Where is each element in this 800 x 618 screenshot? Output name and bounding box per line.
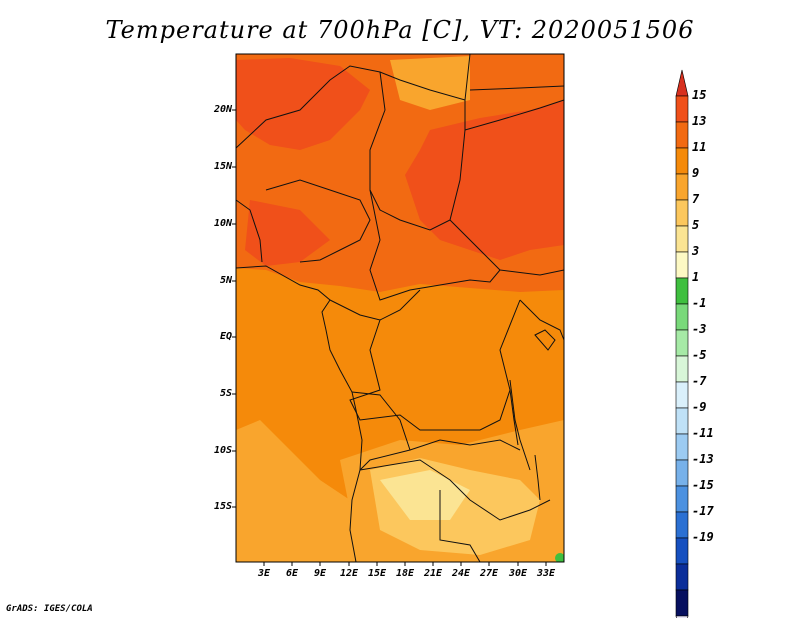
colorbar-segment [675, 251, 689, 279]
colorbar-arrow-top [675, 69, 689, 97]
border-lakes [509, 379, 531, 471]
colorbar-segment [675, 459, 689, 487]
colorbar-label: -19 [692, 530, 714, 544]
colorbar [675, 69, 689, 618]
colorbar-segment [675, 433, 689, 461]
colorbar-label: 5 [692, 218, 700, 232]
colorbar-label: 11 [692, 140, 707, 154]
lon-label-9E: 9E [313, 568, 327, 579]
chart-title: Temperature at 700hPa [C], VT: 202005150… [105, 16, 695, 44]
colorbar-segment [675, 563, 689, 591]
lat-label-15S: 15S [213, 501, 232, 512]
colorbar-segment [675, 355, 689, 383]
lon-label-24E: 24E [451, 568, 471, 579]
border-north [235, 53, 471, 149]
borders [235, 53, 565, 563]
colorbar-segment [675, 95, 689, 123]
plot-frame [235, 53, 565, 563]
colorbar-segment [675, 277, 689, 305]
band-7-sw [236, 420, 360, 562]
colorbar-label: -3 [692, 322, 707, 336]
border-south [359, 459, 551, 521]
lat-label-20N: 20N [213, 104, 232, 115]
lake-malawi [534, 454, 541, 501]
border-sudan [464, 99, 565, 131]
band-3-south [380, 470, 470, 520]
lon-label-33E: 33E [536, 568, 556, 579]
colorbar-segment [675, 407, 689, 435]
border-west [235, 199, 263, 263]
lon-label-12E: 12E [339, 568, 359, 579]
lat-label-EQ: EQ [219, 331, 232, 342]
border-east [499, 269, 565, 276]
colorbar-label: 7 [692, 192, 700, 206]
colorbar-label: 15 [692, 88, 707, 102]
colorbar-label: 3 [692, 244, 700, 258]
lat-label-10N: 10N [213, 218, 232, 229]
colorbar-segment [675, 121, 689, 149]
lake-tanganyika [509, 389, 519, 446]
colorbar-segment [675, 147, 689, 175]
colorbar-segment [675, 485, 689, 513]
band-13-east [405, 100, 564, 260]
colorbar-label: -1 [692, 296, 707, 310]
lon-label-3E: 3E [257, 568, 271, 579]
lon-label-6E: 6E [285, 568, 299, 579]
colorbar-label: -15 [692, 478, 714, 492]
border-angola [351, 391, 411, 471]
band-13-north [236, 58, 370, 150]
colorbar-label: -9 [692, 400, 707, 414]
border-zambia [409, 439, 521, 451]
colorbar-label: -11 [692, 426, 714, 440]
credit-text: GrADS: IGES/COLA [6, 604, 93, 614]
colorbar-segment [675, 199, 689, 227]
border-botswana [439, 490, 481, 563]
lat-label-10S: 10S [213, 445, 232, 456]
border-nigeria [265, 179, 371, 263]
colorbar-label: -7 [692, 374, 707, 388]
warm-spot [555, 553, 564, 562]
colorbar-label: 1 [692, 270, 700, 284]
colorbar-segment [675, 225, 689, 253]
lake-victoria [534, 329, 556, 351]
band-7-north [390, 56, 470, 110]
colorbar-segment [675, 329, 689, 357]
coastline [235, 265, 363, 563]
border-northeast [469, 85, 565, 91]
border-chad [369, 71, 466, 231]
lat-label-5N: 5N [219, 275, 232, 286]
lon-ticks [263, 562, 547, 566]
lon-label-18E: 18E [395, 568, 415, 579]
colorbar-segment [675, 173, 689, 201]
lon-label-27E: 27E [479, 568, 499, 579]
colorbar-label: -13 [692, 452, 714, 466]
colorbar-label: -17 [692, 504, 714, 518]
temperature-field [236, 54, 564, 562]
band-13-central [245, 200, 330, 266]
colorbar-segment [675, 537, 689, 565]
lat-ticks [232, 109, 236, 508]
border-ethiopia [519, 299, 565, 341]
colorbar-label: 9 [692, 166, 700, 180]
colorbar-segment [675, 303, 689, 331]
colorbar-label: -5 [692, 348, 707, 362]
lon-label-30E: 30E [508, 568, 528, 579]
colorbar-segment [675, 589, 689, 617]
border-drc [349, 299, 521, 431]
colorbar-segment [675, 511, 689, 539]
colorbar-label: 13 [692, 114, 707, 128]
border-central [369, 189, 501, 301]
lat-label-5S: 5S [219, 388, 232, 399]
lon-label-21E: 21E [423, 568, 443, 579]
colorbar-segment [675, 381, 689, 409]
lon-label-15E: 15E [367, 568, 387, 579]
lat-label-15N: 15N [213, 161, 232, 172]
